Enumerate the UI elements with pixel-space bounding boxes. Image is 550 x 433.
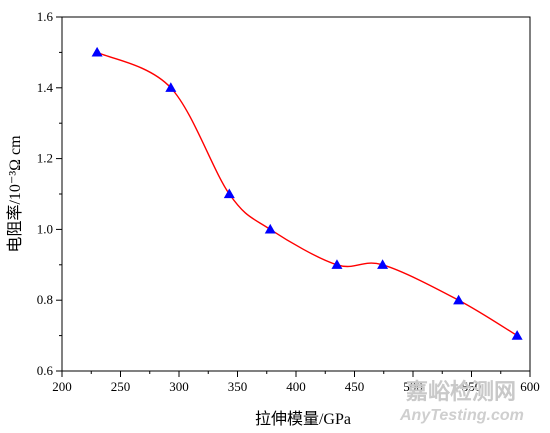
y-axis-title: 电阻率/10⁻³Ω cm — [6, 135, 24, 253]
data-point — [453, 294, 465, 305]
data-point — [377, 259, 389, 269]
data-point — [165, 82, 177, 92]
y-tick-label: 1.0 — [37, 221, 53, 236]
plot-frame — [61, 16, 531, 372]
x-tick-label: 200 — [52, 379, 72, 394]
watermark-cn: 嘉峪检测网 — [406, 379, 516, 405]
x-tick-label: 350 — [228, 379, 248, 394]
watermark-en: AnyTesting.com — [399, 407, 524, 424]
y-tick-label: 0.8 — [37, 292, 53, 307]
y-tick-label: 1.2 — [37, 151, 53, 166]
x-axis-title: 拉伸模量/GPa — [255, 410, 351, 428]
axis-labels: 拉伸模量/GPa 电阻率/10⁻³Ω cm — [6, 135, 351, 428]
data-point — [91, 46, 103, 57]
y-tick-label: 1.4 — [37, 80, 54, 95]
x-tick-label: 250 — [111, 379, 131, 394]
x-tick-label: 500 — [403, 379, 423, 394]
axes: 200 250 300 350 400 450 500 550 600 0.6 0.8 1.0 1.2 1… — [37, 9, 540, 394]
data-point — [331, 259, 343, 269]
data-point — [223, 188, 235, 199]
data-point — [511, 330, 523, 340]
x-tick-label: 600 — [520, 379, 540, 394]
y-tick-label: 0.6 — [37, 363, 54, 378]
x-tick-label: 300 — [169, 379, 189, 394]
x-tick-label: 550 — [462, 379, 482, 394]
watermark: 嘉峪检测网 AnyTesting.com — [399, 379, 524, 424]
x-tick-label: 450 — [345, 379, 365, 394]
x-tick-label: 400 — [286, 379, 306, 394]
fit-curve-layer — [96, 51, 518, 337]
data-point — [264, 223, 276, 234]
data-points — [91, 46, 523, 340]
y-tick-label: 1.6 — [37, 9, 54, 24]
fit-curve — [96, 51, 518, 337]
